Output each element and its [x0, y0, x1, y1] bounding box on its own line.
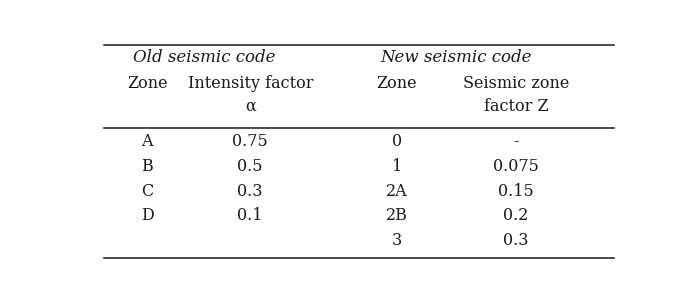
Text: 0.3: 0.3: [237, 182, 263, 200]
Text: Zone: Zone: [127, 75, 167, 92]
Text: Intensity factor: Intensity factor: [188, 75, 313, 92]
Text: 0: 0: [392, 133, 402, 150]
Text: 2B: 2B: [386, 207, 407, 224]
Text: Old seismic code: Old seismic code: [133, 50, 275, 66]
Text: 3: 3: [391, 232, 402, 249]
Text: 0.5: 0.5: [237, 158, 263, 175]
Text: A: A: [141, 133, 153, 150]
Text: D: D: [141, 207, 153, 224]
Text: C: C: [141, 182, 153, 200]
Text: factor Z: factor Z: [484, 98, 548, 115]
Text: 1: 1: [391, 158, 402, 175]
Text: New seismic code: New seismic code: [381, 50, 532, 66]
Text: α: α: [245, 98, 255, 115]
Text: 0.75: 0.75: [232, 133, 268, 150]
Text: 0.2: 0.2: [503, 207, 528, 224]
Text: 0.3: 0.3: [503, 232, 528, 249]
Text: 0.075: 0.075: [493, 158, 539, 175]
Text: Seismic zone: Seismic zone: [463, 75, 569, 92]
Text: 0.1: 0.1: [237, 207, 263, 224]
Text: B: B: [141, 158, 153, 175]
Text: Zone: Zone: [377, 75, 417, 92]
Text: 2A: 2A: [386, 182, 407, 200]
Text: -: -: [513, 133, 519, 150]
Text: 0.15: 0.15: [498, 182, 534, 200]
